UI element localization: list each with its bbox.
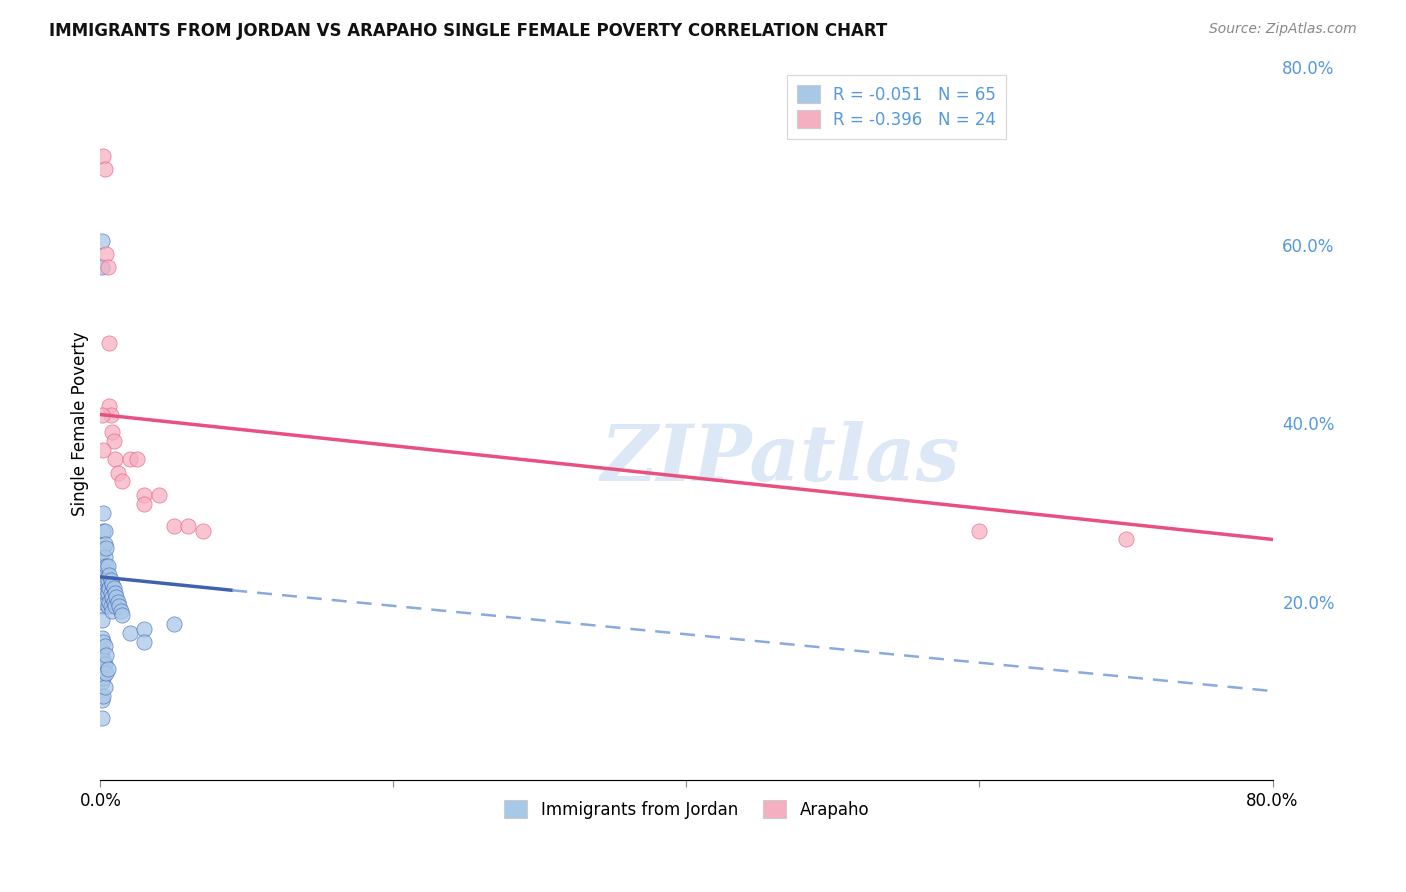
Point — [100, 586, 122, 600]
Point — [101, 425, 124, 440]
Point — [125, 452, 148, 467]
Point — [98, 399, 121, 413]
Point — [1115, 533, 1137, 547]
Point — [134, 488, 156, 502]
Point — [93, 537, 115, 551]
Point — [96, 573, 118, 587]
Point — [90, 657, 112, 672]
Point — [96, 586, 118, 600]
Point — [93, 657, 115, 672]
Point — [90, 613, 112, 627]
Point — [93, 582, 115, 596]
Point — [90, 631, 112, 645]
Point — [97, 573, 120, 587]
Point — [105, 591, 128, 605]
Point — [91, 149, 114, 163]
Point — [101, 577, 124, 591]
Point — [118, 452, 141, 467]
Point — [162, 617, 184, 632]
Point — [104, 599, 127, 614]
Point — [91, 524, 114, 538]
Point — [91, 653, 114, 667]
Point — [107, 466, 129, 480]
Point — [91, 577, 114, 591]
Point — [93, 550, 115, 565]
Point — [111, 608, 134, 623]
Point — [93, 680, 115, 694]
Point — [90, 564, 112, 578]
Text: ZIPatlas: ZIPatlas — [600, 421, 960, 498]
Point — [191, 524, 214, 538]
Point — [101, 604, 124, 618]
Point — [103, 595, 125, 609]
Point — [96, 559, 118, 574]
Point — [90, 586, 112, 600]
Point — [100, 408, 122, 422]
Point — [103, 434, 125, 449]
Point — [97, 599, 120, 614]
Point — [90, 675, 112, 690]
Point — [104, 452, 127, 467]
Point — [177, 519, 200, 533]
Point — [96, 648, 118, 663]
Point — [100, 573, 122, 587]
Text: IMMIGRANTS FROM JORDAN VS ARAPAHO SINGLE FEMALE POVERTY CORRELATION CHART: IMMIGRANTS FROM JORDAN VS ARAPAHO SINGLE… — [49, 22, 887, 40]
Point — [98, 336, 121, 351]
Point — [111, 475, 134, 489]
Point — [162, 519, 184, 533]
Point — [104, 586, 127, 600]
Point — [90, 234, 112, 248]
Point — [96, 247, 118, 261]
Point — [93, 568, 115, 582]
Point — [101, 591, 124, 605]
Point — [97, 559, 120, 574]
Legend: Immigrants from Jordan, Arapaho: Immigrants from Jordan, Arapaho — [498, 794, 876, 825]
Point — [91, 671, 114, 685]
Point — [134, 622, 156, 636]
Point — [134, 497, 156, 511]
Point — [90, 644, 112, 658]
Point — [108, 599, 131, 614]
Point — [97, 586, 120, 600]
Point — [97, 260, 120, 275]
Point — [90, 408, 112, 422]
Point — [969, 524, 991, 538]
Point — [91, 506, 114, 520]
Point — [96, 666, 118, 681]
Point — [90, 546, 112, 560]
Point — [98, 595, 121, 609]
Point — [110, 604, 132, 618]
Point — [96, 541, 118, 556]
Point — [90, 711, 112, 725]
Point — [93, 162, 115, 177]
Point — [91, 635, 114, 649]
Point — [118, 626, 141, 640]
Point — [100, 599, 122, 614]
Point — [107, 595, 129, 609]
Point — [90, 693, 112, 707]
Text: Source: ZipAtlas.com: Source: ZipAtlas.com — [1209, 22, 1357, 37]
Point — [93, 524, 115, 538]
Point — [93, 640, 115, 654]
Point — [91, 559, 114, 574]
Point — [91, 689, 114, 703]
Point — [91, 443, 114, 458]
Point — [148, 488, 170, 502]
Point — [90, 599, 112, 614]
Point — [90, 577, 112, 591]
Point — [91, 595, 114, 609]
Point — [98, 582, 121, 596]
Point — [97, 662, 120, 676]
Y-axis label: Single Female Poverty: Single Female Poverty — [72, 331, 89, 516]
Point — [91, 541, 114, 556]
Point — [103, 582, 125, 596]
Point — [98, 568, 121, 582]
Point — [90, 260, 112, 275]
Point — [134, 635, 156, 649]
